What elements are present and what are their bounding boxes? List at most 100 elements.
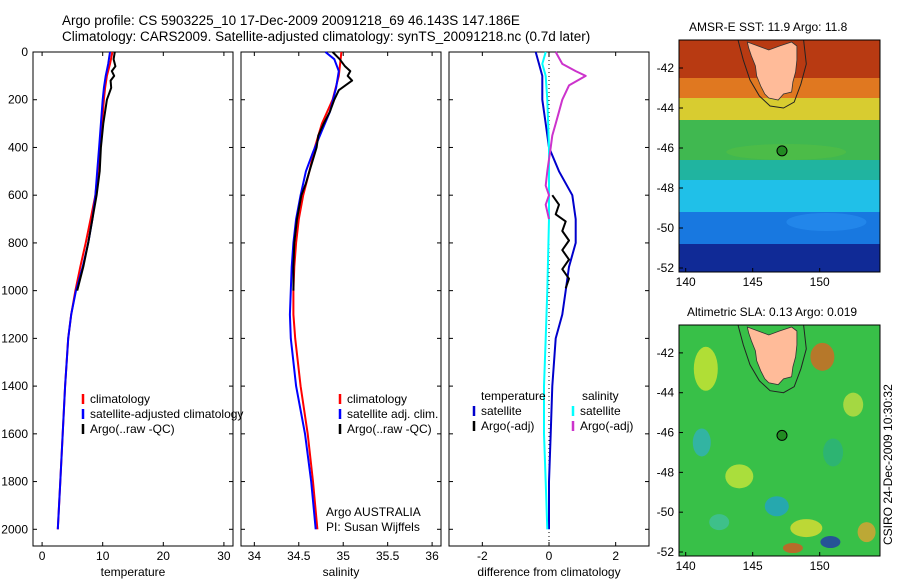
annotation-pi: PI: Susan Wijffels xyxy=(326,520,420,534)
x-tick-label: 34 xyxy=(248,549,262,563)
y-tick-label: 1800 xyxy=(1,475,28,489)
bathymetry-contour xyxy=(737,40,807,109)
series-line xyxy=(292,51,354,291)
sla-blob xyxy=(857,522,876,543)
y-tick-label: 200 xyxy=(8,93,28,107)
y-tick-label: -50 xyxy=(657,505,675,519)
legend-label: climatology xyxy=(347,392,407,406)
legend-label: Argo(-adj) xyxy=(481,419,534,433)
tasmania-land xyxy=(746,41,798,101)
x-tick-label: 150 xyxy=(810,559,830,573)
y-tick-label: 1200 xyxy=(1,331,28,345)
x-tick-label: 30 xyxy=(217,549,231,563)
legend-label: climatology xyxy=(90,392,150,406)
series-line xyxy=(541,51,550,530)
y-tick-label: -46 xyxy=(657,426,675,440)
sla-blob xyxy=(823,438,844,467)
x-tick-label: 145 xyxy=(743,559,763,573)
argo-position-marker xyxy=(776,429,788,441)
difference-panel: -2 0 2 difference from climatology xyxy=(448,51,650,579)
sst-band xyxy=(679,180,880,212)
y-tick-label: -52 xyxy=(657,545,675,559)
sla-blob xyxy=(810,342,835,371)
legend-label: Argo(..raw -QC) xyxy=(90,422,175,436)
y-tick-label: -46 xyxy=(657,141,675,155)
y-tick-label: 1000 xyxy=(1,284,28,298)
sla-blob xyxy=(843,392,864,417)
sla-blob xyxy=(764,496,789,517)
x-axis-label: difference from climatology xyxy=(477,565,620,579)
sst-blob xyxy=(786,213,867,231)
figure-title-line-2: Climatology: CARS2009. Satellite-adjuste… xyxy=(62,29,591,44)
temperature-panel: 0 10 20 30 0 200 400 600 800 1000 1200 1400 1600 1800… xyxy=(1,45,234,579)
x-axis-label: salinity xyxy=(323,565,360,579)
map-frame xyxy=(678,39,881,273)
y-tick-label: -48 xyxy=(657,465,675,479)
altimetric-sla-map: 140 145 150 -42 -44 -46 -48 -50 -52 xyxy=(657,324,881,573)
series-line xyxy=(534,51,577,530)
x-tick-label: 35 xyxy=(337,549,351,563)
series-line xyxy=(292,51,343,530)
x-tick-label: 150 xyxy=(810,275,830,289)
figure-title-line-1: Argo profile: CS 5903225_10 17-Dec-2009 … xyxy=(62,13,520,28)
x-tick-label: 36 xyxy=(425,549,439,563)
series-line xyxy=(551,194,570,289)
legend-header-salinity: salinity xyxy=(582,389,619,403)
x-tick-label: 140 xyxy=(676,275,696,289)
sla-blob xyxy=(820,536,841,549)
argo-position-marker xyxy=(776,145,788,157)
salinity-panel: 34 34.5 35 35.5 36 salinity xyxy=(240,51,442,579)
legend-label: Argo(-adj) xyxy=(580,419,633,433)
y-tick-label: 400 xyxy=(8,140,28,154)
legend-label: satellite-adjusted climatology xyxy=(90,407,243,421)
tasmania-land xyxy=(746,326,798,386)
series-line xyxy=(544,51,587,220)
sla-blob xyxy=(692,428,711,457)
amsr-e-sst-map: 140 145 150 -42 -44 -46 -48 -50 -52 xyxy=(657,39,881,289)
legend: temperature salinitysatelliteArgo(-adj)sa… xyxy=(472,389,633,433)
y-tick-label: -42 xyxy=(657,346,675,360)
sla-map-title: Altimetric SLA: 0.13 Argo: 0.019 xyxy=(687,305,858,319)
legend-label: satellite xyxy=(481,404,522,418)
y-tick-label: -44 xyxy=(657,101,675,115)
x-tick-label: 0 xyxy=(39,549,46,563)
y-tick-label: -50 xyxy=(657,221,675,235)
y-tick-label: -48 xyxy=(657,181,675,195)
sst-band xyxy=(679,244,880,272)
legend-label: satellite adj. clim. xyxy=(347,407,438,421)
y-tick-label: 1400 xyxy=(1,379,28,393)
x-tick-label: -2 xyxy=(477,549,488,563)
x-tick-label: 140 xyxy=(676,559,696,573)
sla-blob xyxy=(709,514,730,531)
map-frame xyxy=(678,324,881,557)
y-tick-label: -44 xyxy=(657,386,675,400)
y-tick-label: -52 xyxy=(657,261,675,275)
y-tick-label: 2000 xyxy=(1,522,28,536)
x-tick-label: 10 xyxy=(96,549,110,563)
x-tick-label: 2 xyxy=(612,549,619,563)
y-tick-label: 1600 xyxy=(1,427,28,441)
sst-band xyxy=(679,98,880,120)
y-tick-label: 600 xyxy=(8,188,28,202)
x-tick-label: 34.5 xyxy=(287,549,311,563)
y-tick-label: 0 xyxy=(21,45,28,59)
x-axis-label: temperature xyxy=(101,565,166,579)
map-field xyxy=(679,40,880,272)
sst-map-title: AMSR-E SST: 11.9 Argo: 11.8 xyxy=(689,20,848,34)
sla-blob xyxy=(782,543,803,554)
x-tick-label: 145 xyxy=(743,275,763,289)
y-tick-label: -42 xyxy=(657,61,675,75)
map-field xyxy=(679,325,880,556)
legend-header-temperature: temperature xyxy=(481,389,546,403)
bathymetry-contour xyxy=(737,325,807,394)
x-tick-label: 20 xyxy=(157,549,171,563)
panel-frame xyxy=(240,51,442,547)
x-tick-label: 35.5 xyxy=(376,549,400,563)
sla-blob xyxy=(693,346,718,391)
panel-frame xyxy=(32,51,234,547)
sst-band xyxy=(679,160,880,180)
annotation-agency: Argo AUSTRALIA xyxy=(326,505,421,519)
